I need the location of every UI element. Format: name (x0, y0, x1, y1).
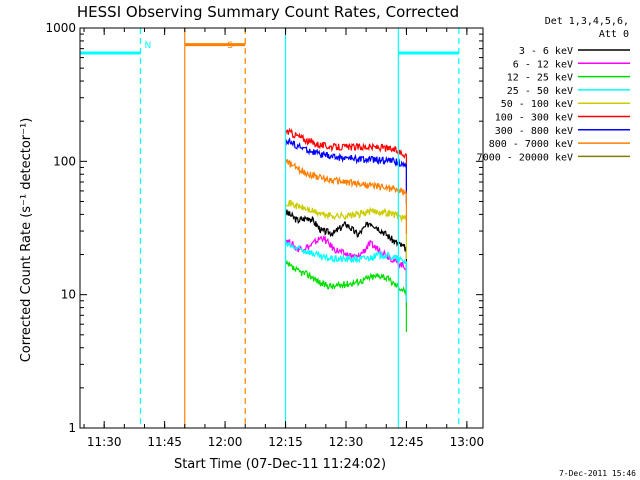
chart-title: HESSI Observing Summary Count Rates, Cor… (77, 3, 459, 21)
legend-label-8: 7000 - 20000 keV (477, 152, 573, 163)
series-layer (284, 127, 407, 332)
series-3 (284, 241, 407, 303)
legend-label-4: 50 - 100 keV (501, 99, 573, 110)
legend-label-2: 12 - 25 keV (507, 73, 573, 84)
y-axis-title: Corrected Count Rate (s⁻¹ detector⁻¹) (19, 118, 34, 363)
plot-frame (79, 27, 484, 429)
y-tick-label-2: 100 (53, 154, 76, 168)
x-axis-title: Start Time (07-Dec-11 11:24:02) (174, 457, 386, 472)
legend-label-0: 3 - 6 keV (519, 46, 573, 57)
legend-header-0: Det 1,3,4,5,6, (545, 16, 629, 27)
marker-label-1: N (144, 41, 151, 51)
x-tick-label-2: 12:00 (208, 435, 243, 449)
y-tick-label-3: 1000 (45, 21, 76, 35)
y-tick-label-0: 1 (68, 421, 76, 435)
x-tick-label-4: 12:30 (329, 435, 364, 449)
series-5 (284, 127, 407, 195)
x-tick-label-6: 13:00 (450, 435, 485, 449)
legend-label-7: 800 - 7000 keV (489, 139, 573, 150)
series-4 (285, 199, 407, 259)
marker-label-2: S (227, 41, 233, 51)
x-tick-label-3: 12:15 (268, 435, 303, 449)
legend-label-3: 25 - 50 keV (507, 86, 573, 97)
legend-label-5: 100 - 300 keV (495, 113, 573, 124)
x-tick-label-1: 11:45 (147, 435, 182, 449)
footer-timestamp: 7-Dec-2011 15:46 (559, 469, 636, 478)
series-7 (284, 158, 407, 234)
y-tick-label-1: 10 (61, 288, 76, 302)
x-tick-label-5: 12:45 (389, 435, 424, 449)
legend: Det 1,3,4,5,6, Att 0 3 - 6 keV 6 - 12 keV 12… (477, 16, 630, 163)
series-6 (285, 137, 407, 205)
legend-label-6: 300 - 800 keV (495, 126, 573, 137)
series-2 (285, 259, 407, 332)
legend-label-1: 6 - 12 keV (513, 59, 573, 70)
legend-header-1: Att 0 (599, 29, 629, 40)
axes: 1 10 100 1000 11:30 11:45 12:00 12:15 12:30 12:45… (45, 21, 484, 449)
series-0 (284, 209, 407, 290)
x-tick-label-0: 11:30 (87, 435, 122, 449)
